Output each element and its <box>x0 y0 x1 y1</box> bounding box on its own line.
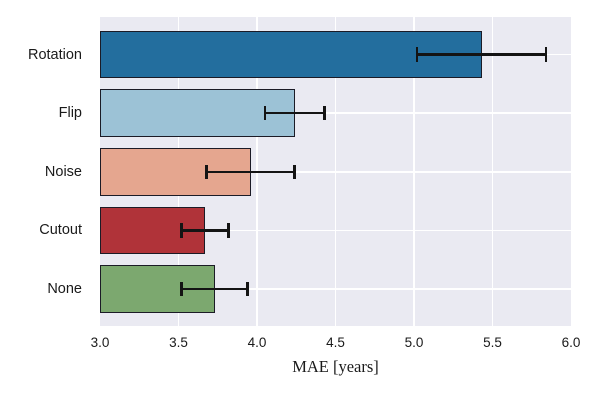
error-bar <box>181 287 248 291</box>
y-tick-label: None <box>47 281 82 297</box>
x-tick-label: 5.5 <box>483 335 502 350</box>
plot-area <box>100 17 571 326</box>
error-bar-cap <box>323 105 326 121</box>
x-tick-label: 3.5 <box>169 335 188 350</box>
error-bar <box>181 229 229 232</box>
x-tick-label: 3.0 <box>90 335 110 350</box>
error-bar-cap <box>293 164 296 180</box>
y-gridline <box>100 112 571 114</box>
y-tick-label: Rotation <box>27 46 82 63</box>
error-bar-cap <box>227 223 231 238</box>
error-bar-cap <box>180 281 183 297</box>
error-bar-cap <box>263 105 267 121</box>
y-gridline <box>100 229 571 232</box>
y-tick-label: Noise <box>44 163 82 180</box>
x-tick-label: 6.0 <box>561 335 581 350</box>
error-bar-cap <box>415 47 419 62</box>
x-tick-label: 5.0 <box>404 335 424 350</box>
error-bar-cap <box>180 223 183 238</box>
y-tick-label: Flip <box>58 105 82 122</box>
y-tick-label: Cutout <box>39 222 82 239</box>
y-gridline <box>100 171 571 173</box>
error-bar <box>264 111 325 115</box>
error-bar-cap <box>205 164 209 180</box>
x-axis-title: MAE [years] <box>292 357 379 376</box>
error-bar <box>206 170 295 174</box>
x-tick-label: 4.0 <box>247 335 267 350</box>
error-bar-cap <box>246 281 249 297</box>
error-bar-cap <box>544 47 548 62</box>
error-bar <box>417 53 546 56</box>
y-gridline <box>100 288 571 290</box>
x-tick-label: 4.5 <box>326 335 345 350</box>
